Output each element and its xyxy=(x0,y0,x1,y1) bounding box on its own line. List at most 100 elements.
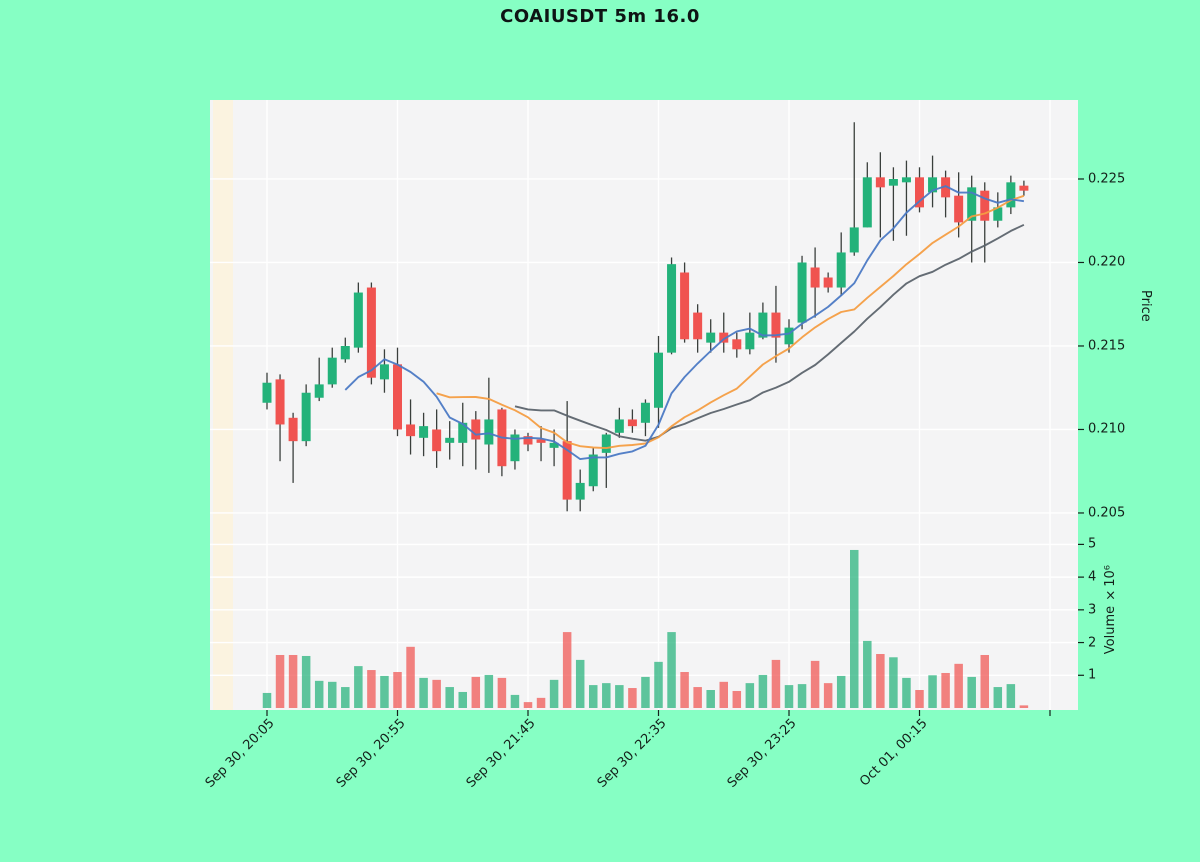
volume-bar xyxy=(432,679,441,708)
volume-tick-label: 1 xyxy=(1088,667,1097,683)
candle-body-down xyxy=(288,417,298,442)
volume-bar xyxy=(589,685,598,708)
volume-bar xyxy=(680,672,689,708)
candle-body-down xyxy=(406,424,416,437)
volume-bar xyxy=(810,660,820,708)
volume-bar xyxy=(484,674,494,708)
candle-body-down xyxy=(627,419,637,427)
volume-bar xyxy=(928,675,937,708)
candle-body-up xyxy=(327,357,337,385)
volume-tick-label: 4 xyxy=(1088,569,1097,585)
volume-bar xyxy=(980,654,989,708)
candle-body-up xyxy=(484,419,494,445)
volume-bar xyxy=(836,675,846,708)
volume-bar xyxy=(758,674,768,708)
candle-body-up xyxy=(706,332,716,343)
volume-bar xyxy=(380,675,389,708)
volume-bar xyxy=(288,654,298,708)
candle-body-up xyxy=(901,177,911,183)
volume-bar xyxy=(771,659,781,708)
candle-body-up xyxy=(862,177,872,228)
volume-bar xyxy=(954,663,963,708)
price-tick-label: 0.215 xyxy=(1088,338,1126,354)
candle-body-up xyxy=(419,426,429,438)
candle-body-down xyxy=(980,190,990,221)
candle-body-down xyxy=(941,177,951,198)
candle-body-up xyxy=(510,434,520,462)
volume-bar xyxy=(615,685,624,708)
volume-tick-label: 3 xyxy=(1088,602,1097,618)
volume-bar xyxy=(628,688,637,708)
volume-bar xyxy=(367,670,376,708)
price-tick-label: 0.225 xyxy=(1088,171,1126,187)
candle-body-down xyxy=(954,195,964,223)
volume-bar xyxy=(706,690,715,708)
chart-title: COAIUSDT 5m 16.0 xyxy=(500,6,700,27)
candle-body-up xyxy=(849,227,859,253)
volume-bar xyxy=(523,702,533,708)
volume-tick-label: 5 xyxy=(1088,536,1097,552)
volume-bar xyxy=(393,672,402,708)
volume-bar xyxy=(445,687,454,708)
volume-bar xyxy=(510,694,520,708)
volume-bar xyxy=(745,683,755,708)
candle-body-up xyxy=(575,482,585,500)
volume-bar xyxy=(328,681,337,708)
candle-body-up xyxy=(262,382,272,403)
volume-bar xyxy=(262,692,272,708)
price-axis-label: Price xyxy=(1138,290,1153,322)
volume-bar xyxy=(341,687,350,708)
candle-body-up xyxy=(784,327,794,345)
candle-body-up xyxy=(993,207,1003,221)
candle-body-down xyxy=(693,312,703,340)
volume-bar xyxy=(850,549,859,708)
volume-bar xyxy=(301,655,311,708)
candle-body-down xyxy=(875,177,885,188)
candle-body-up xyxy=(445,437,455,443)
volume-bar xyxy=(549,679,559,708)
candle-body-up xyxy=(888,178,898,186)
volume-bar xyxy=(602,683,611,708)
volume-bar xyxy=(654,661,663,708)
volume-bar xyxy=(314,680,324,708)
candle-body-up xyxy=(640,402,650,423)
volume-bar xyxy=(941,672,950,708)
volume-bar xyxy=(889,657,898,708)
candle-body-up xyxy=(549,442,559,448)
candle-body-down xyxy=(432,429,442,452)
volume-tick-label: 2 xyxy=(1088,635,1097,651)
plot-left-band xyxy=(213,100,233,710)
volume-bar xyxy=(967,676,976,708)
candle-body-down xyxy=(810,267,820,288)
volume-bar xyxy=(993,687,1003,708)
candle-body-up xyxy=(588,454,598,487)
candle-body-up xyxy=(379,364,389,380)
candle-body-up xyxy=(458,422,468,443)
candle-body-down xyxy=(823,277,833,288)
volume-bar xyxy=(641,676,650,708)
candle-body-up xyxy=(967,187,977,221)
volume-bar xyxy=(732,690,742,708)
candle-body-up xyxy=(353,292,363,348)
candle-body-down xyxy=(536,439,546,443)
candle-body-down xyxy=(719,332,729,343)
candle-body-down xyxy=(915,177,924,208)
volume-bar xyxy=(354,666,363,708)
candle-body-up xyxy=(1006,182,1016,208)
candle-body-up xyxy=(654,352,663,408)
candle-body-down xyxy=(562,441,572,500)
volume-bar xyxy=(693,687,702,708)
volume-bar xyxy=(667,632,676,708)
ma-mid-line xyxy=(436,194,1025,450)
volume-bar xyxy=(419,677,428,708)
candle-body-up xyxy=(667,264,677,353)
candle-body-down xyxy=(523,436,533,445)
volume-bar xyxy=(575,659,585,708)
price-tick-label: 0.205 xyxy=(1088,505,1126,521)
candle-body-up xyxy=(836,252,846,288)
volume-bar xyxy=(863,640,872,708)
volume-bar xyxy=(497,677,507,708)
volume-bar xyxy=(1019,705,1029,708)
candle-body-up xyxy=(758,312,768,338)
